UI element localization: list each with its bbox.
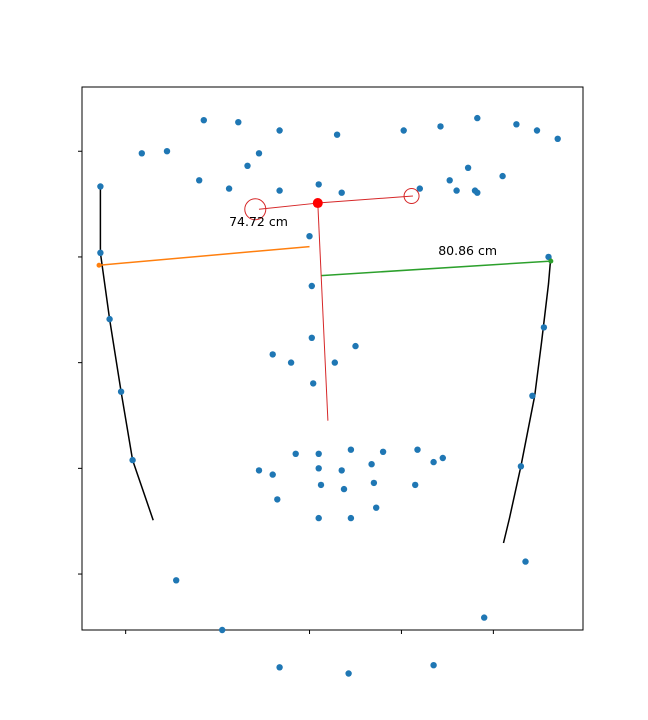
landmark-point-9 [554,135,561,142]
landmark-point-44 [379,448,387,455]
landmark-point-2 [235,119,242,126]
landmark-point-8 [513,121,520,128]
landmark-point-30 [106,315,113,323]
landmark-point-68 [529,392,536,399]
landmark-point-58 [347,514,355,522]
left-jaw-contour [99,186,154,521]
landmark-point-18 [464,164,472,171]
landmark-point-21 [446,177,453,184]
landmark-point-41 [292,450,299,457]
landmark-point-24 [474,189,481,196]
eye-center-circle-1 [403,188,420,205]
landmark-point-17 [338,189,345,196]
landmark-point-56 [373,504,380,511]
red-reference-line-0 [258,202,318,210]
landmark-point-5 [400,127,407,134]
landmark-point-50 [368,461,375,468]
landmark-point-42 [315,450,322,457]
landmark-point-15 [276,187,283,194]
landmark-point-11 [225,185,233,192]
axes-layer [78,86,584,634]
landmark-point-26 [97,183,104,190]
landmark-point-3 [276,127,283,134]
landmark-point-1 [200,117,207,124]
landmark-point-69 [517,463,525,470]
red-center-dot [312,198,323,209]
red-reference-line-1 [317,195,413,204]
red-reference-line-2 [317,203,329,421]
landmark-point-62 [522,558,529,565]
landmark-point-60 [219,626,226,634]
measurement-label-1: 80.86 cm [438,243,497,258]
landmark-point-13 [244,162,251,169]
landmark-point-27 [306,233,313,240]
landmark-point-38 [129,456,136,464]
landmark-point-14 [255,150,263,157]
landmark-point-59 [173,577,180,584]
landmark-point-10 [138,150,145,157]
green-measure-end [548,258,554,264]
landmark-point-0 [163,148,171,155]
landmark-point-46 [430,458,437,466]
landmark-point-61 [276,664,283,671]
landmark-point-48 [315,465,322,472]
landmark-point-29 [308,282,315,290]
landmark-point-51 [317,481,325,489]
landmark-point-25 [533,127,541,134]
landmark-point-36 [310,380,317,387]
landmark-point-63 [481,614,488,621]
landmark-point-39 [255,467,263,474]
landmark-point-19 [499,172,506,180]
landmark-point-43 [347,446,355,453]
points-layer [97,114,561,677]
axes-frame [81,86,584,631]
landmark-point-7 [474,114,481,122]
landmark-point-37 [117,388,125,395]
landmark-point-57 [315,514,322,522]
landmark-point-28 [97,249,104,256]
landmark-point-12 [196,177,203,184]
landmark-point-40 [269,471,276,478]
landmark-point-33 [287,359,295,366]
landmark-point-45 [414,446,421,453]
annotation-layer: 74.72 cm 80.86 cm [229,214,497,258]
orange-measure-end [96,262,102,268]
landmark-point-34 [331,359,338,366]
landmark-point-32 [269,351,276,358]
landmark-point-52 [340,485,348,493]
overlay-layer [96,188,554,421]
landmark-point-65 [345,670,352,677]
landmark-point-55 [274,496,281,503]
landmark-point-6 [437,123,444,130]
eye-center-circle-0 [244,198,267,221]
landmark-point-22 [416,185,423,192]
landmark-point-16 [315,181,322,188]
landmark-point-54 [412,481,419,489]
landmark-point-53 [370,479,378,487]
orange-measure-line [98,245,310,266]
landmark-point-49 [338,467,345,474]
green-measure-line [320,260,551,277]
landmark-point-67 [540,324,548,331]
landmark-point-35 [352,342,359,350]
landmark-point-4 [333,131,341,138]
landmark-point-47 [439,454,446,462]
landmark-point-31 [308,334,315,341]
landmark-point-64 [430,662,437,669]
measurement-label-0: 74.72 cm [229,214,288,229]
landmark-point-66 [545,253,552,261]
landmark-point-23 [453,187,460,194]
